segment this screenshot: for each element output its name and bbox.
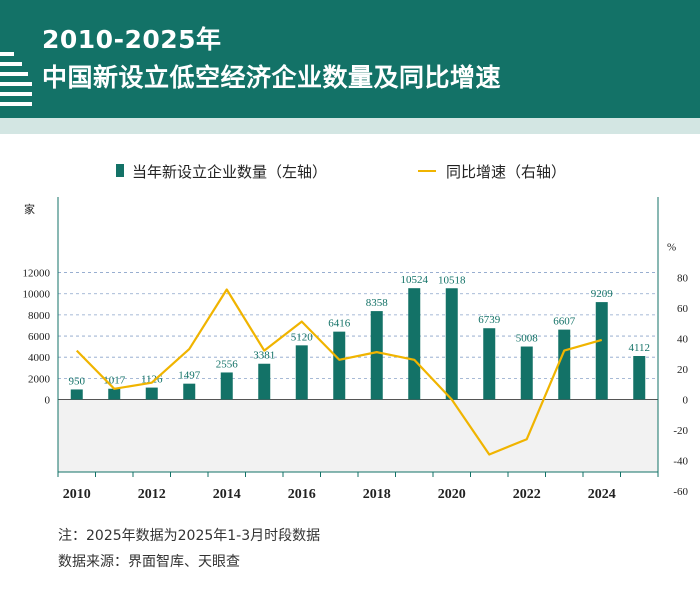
bar-value-label: 4112: [628, 342, 650, 354]
x-tick-label: 2018: [363, 487, 391, 502]
bar-value-label: 8358: [366, 297, 389, 309]
bar-value-label: 10524: [401, 274, 429, 286]
bar-value-label: 950: [69, 375, 86, 387]
x-tick-label: 2012: [138, 487, 166, 502]
chart-legend: 当年新设立企业数量（左轴） 同比增速（右轴）: [0, 160, 700, 182]
bar-value-label: 10518: [438, 274, 466, 286]
left-axis-unit: 家: [24, 202, 35, 216]
bar-value-label: 5008: [516, 333, 539, 345]
bar-value-label: 3381: [253, 350, 275, 362]
bar: [183, 383, 196, 400]
bar: [445, 288, 458, 400]
legend-bar-swatch: [116, 164, 124, 177]
right-axis-tick-label: 40: [677, 333, 689, 345]
bar: [520, 346, 533, 400]
negative-region-background: [58, 399, 658, 472]
page-title-line-2: 中国新设立低空经济企业数量及同比增速: [42, 63, 502, 92]
header-accent-band: [0, 118, 700, 134]
footnote-note: 注：2025年数据为2025年1-3月时段数据: [58, 528, 321, 544]
bar: [595, 302, 608, 400]
bar-value-label: 6739: [478, 314, 501, 326]
bar: [220, 372, 233, 400]
bar-value-label: 6607: [553, 316, 576, 328]
x-tick-label: 2022: [513, 487, 541, 502]
bar: [70, 389, 83, 400]
x-tick-label: 2020: [438, 487, 466, 502]
x-tick-label: 2016: [288, 487, 316, 502]
bar: [258, 363, 271, 400]
right-axis-tick-label: -40: [673, 456, 688, 468]
bar: [633, 356, 646, 400]
right-axis-tick-label: 60: [677, 303, 689, 315]
bar-value-label: 6416: [328, 318, 351, 330]
legend-bar-label: 当年新设立企业数量（左轴）: [132, 163, 328, 181]
decorative-stripe: [0, 52, 14, 56]
bar: [108, 388, 121, 400]
bar: [483, 328, 496, 400]
left-axis-tick-label: 6000: [28, 331, 51, 343]
legend-line-label: 同比增速（右轴）: [446, 163, 567, 181]
bar: [370, 311, 383, 400]
decorative-stripe: [0, 62, 22, 66]
bar-value-label: 9209: [591, 288, 614, 300]
bar-value-label: 1497: [178, 370, 201, 382]
right-axis-tick-label: -20: [673, 425, 688, 437]
header-banner: 2010-2025年 中国新设立低空经济企业数量及同比增速: [0, 0, 700, 118]
footnote-source: 数据来源：界面智库、天眼查: [58, 554, 240, 570]
bar-value-label: 2556: [216, 358, 239, 370]
x-tick-label: 2024: [588, 487, 616, 502]
decorative-stripe: [0, 72, 28, 76]
bar: [408, 288, 421, 400]
right-axis-tick-label: -60: [673, 486, 688, 498]
decorative-stripe: [0, 102, 32, 106]
left-axis-tick-label: 8000: [28, 310, 51, 322]
left-axis-tick-label: 12000: [23, 268, 51, 280]
growth-rate-line: [75, 288, 603, 456]
x-tick-label: 2010: [63, 487, 91, 502]
x-tick-label: 2014: [213, 487, 241, 502]
bar-value-label: 5120: [291, 331, 314, 343]
bar: [558, 329, 571, 400]
bar: [145, 387, 158, 400]
right-axis-tick-label: 20: [677, 364, 689, 376]
bar: [295, 345, 308, 400]
left-axis-tick-label: 4000: [28, 352, 51, 364]
left-axis-tick-label: 10000: [23, 289, 51, 301]
decorative-stripe: [0, 92, 32, 96]
bar: [333, 331, 346, 400]
left-axis-tick-label: 2000: [28, 373, 51, 385]
left-axis-tick-label: 0: [45, 395, 51, 407]
page-title-line-1: 2010-2025年: [42, 25, 222, 54]
legend-line-swatch: [418, 170, 436, 172]
right-axis-unit: %: [667, 242, 676, 254]
right-axis-tick-label: 80: [677, 272, 689, 284]
decorative-stripe: [0, 82, 32, 86]
right-axis-tick-label: 0: [683, 395, 689, 407]
